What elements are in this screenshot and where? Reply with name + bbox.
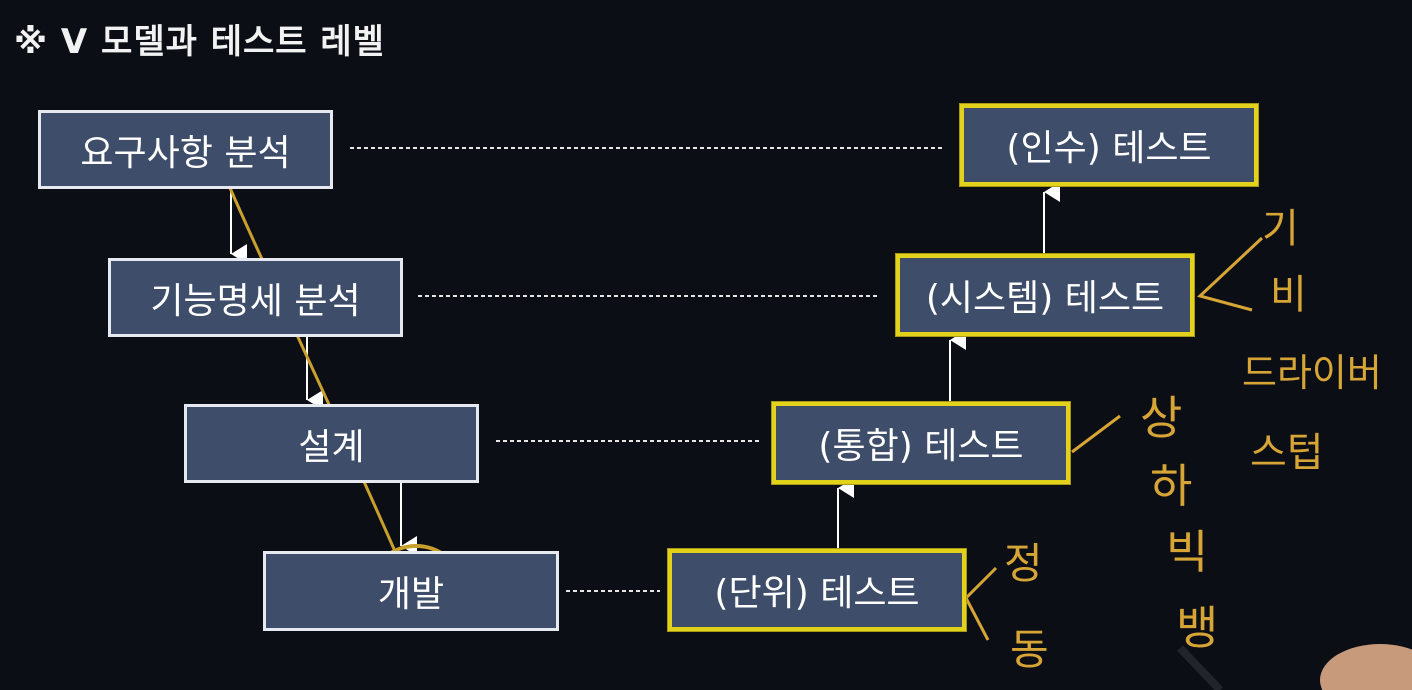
annotation-bi: 비 <box>1270 272 1307 318</box>
box-integration-test: (통합) 테스트 <box>772 402 1070 484</box>
annotation-sang: 상 <box>1140 391 1183 445</box>
annotation-stub: 스텁 <box>1250 430 1324 476</box>
box-development: 개발 <box>263 551 559 631</box>
annotation-dong: 동 <box>1010 625 1049 674</box>
bracket-integration <box>1071 414 1121 454</box>
bracket-unit <box>964 566 998 641</box>
bracket-system <box>1197 236 1264 312</box>
annotation-big: 빅 <box>1166 525 1209 579</box>
annotation-driver: 드라이버 <box>1242 351 1382 395</box>
box-system-test: (시스템) 테스트 <box>896 254 1194 336</box>
box-design: 설계 <box>184 404 479 483</box>
annotation-jeong: 정 <box>1004 539 1043 588</box>
annotation-bang: 뱅 <box>1176 601 1219 655</box>
box-functional-spec-analysis: 기능명세 분석 <box>108 258 403 337</box>
hand <box>1320 644 1412 690</box>
box-requirements-analysis: 요구사항 분석 <box>38 110 333 189</box>
annotation-ha: 하 <box>1150 459 1193 513</box>
handwritten-diagonal-stroke <box>216 159 427 621</box>
annotation-gi: 기 <box>1262 206 1299 252</box>
page-title: ※ V 모델과 테스트 레벨 <box>14 22 385 62</box>
box-unit-test: (단위) 테스트 <box>668 549 966 631</box>
box-acceptance-test: (인수) 테스트 <box>960 104 1258 186</box>
pen <box>1177 645 1223 690</box>
